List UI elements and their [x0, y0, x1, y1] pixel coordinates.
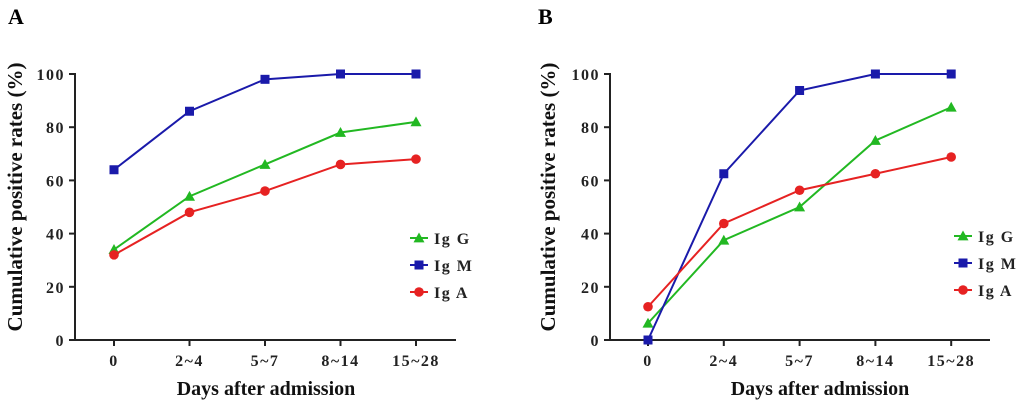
legend-label-iga: Ig A: [978, 283, 1013, 300]
x-tick-label: 0: [109, 353, 119, 370]
y-axis-title: Cumulative positive rates (%): [3, 63, 27, 332]
data-point-igm: [870, 69, 880, 79]
data-point-iga: [109, 250, 119, 260]
y-tick-label: 0: [56, 333, 66, 350]
data-point-igg: [642, 317, 654, 328]
x-tick-label: 2~4: [709, 353, 738, 370]
y-tick-label: 80: [581, 120, 600, 137]
data-point-igm: [643, 335, 653, 345]
x-axis-title: Days after admission: [731, 378, 910, 400]
chart-a: 0 20 40 60 80 100 0 2~4 5~7 8~14 15~28 Days after a…: [3, 63, 473, 400]
data-point-igm: [185, 106, 194, 116]
data-point-igg: [718, 234, 730, 245]
y-tick-label: 60: [581, 173, 600, 190]
y-tick-label: 40: [581, 227, 600, 244]
x-tick-label: 15~28: [392, 353, 440, 370]
data-point-igg: [945, 101, 957, 112]
data-point-igm: [411, 69, 421, 79]
series-line-igm: [113, 73, 416, 171]
series-line-iga: [647, 156, 952, 308]
data-point-iga: [411, 154, 421, 164]
data-point-iga: [643, 301, 653, 312]
data-point-iga: [794, 185, 805, 196]
x-tick-label: 5~7: [785, 353, 814, 370]
legend-label-igm: Ig M: [434, 258, 473, 275]
data-point-igm: [946, 69, 956, 79]
y-axis-title: Cumulative positive rates (%): [536, 63, 560, 332]
series-line-igg: [647, 106, 952, 324]
legend-marker-igg: [413, 232, 425, 243]
legend-label-igg: Ig G: [978, 229, 1015, 246]
data-point-iga: [184, 207, 195, 218]
legend-marker-iga: [414, 287, 424, 297]
data-point-igm: [795, 85, 805, 95]
data-point-igg: [869, 135, 881, 145]
x-tick-label: 5~7: [251, 353, 280, 370]
legend-label-igm: Ig M: [978, 256, 1017, 273]
x-axis-title: Days after admission: [177, 378, 356, 400]
x-tick-label: 0: [643, 353, 653, 370]
y-tick-label: 100: [37, 67, 66, 84]
y-tick-label: 20: [46, 280, 65, 297]
x-tick-label: 15~28: [927, 353, 975, 370]
data-point-igg: [794, 201, 806, 212]
x-tick-label: 2~4: [175, 353, 204, 370]
panel-label-a: A: [8, 4, 24, 29]
data-point-igm: [260, 74, 270, 84]
x-tick-label: 8~14: [321, 353, 359, 370]
y-tick-label: 80: [46, 120, 65, 137]
legend-marker-igm: [958, 258, 968, 268]
data-point-igm: [109, 165, 119, 175]
data-point-iga: [335, 159, 346, 170]
data-point-iga: [719, 218, 729, 229]
y-tick-label: 60: [46, 173, 65, 190]
legend-marker-igm: [414, 260, 424, 270]
legend-label-iga: Ig A: [434, 285, 469, 302]
panel-label-b: B: [538, 4, 553, 29]
y-tick-label: 0: [591, 333, 601, 350]
legend-label-igg: Ig G: [434, 231, 471, 248]
y-tick-label: 100: [572, 67, 601, 84]
data-point-igg: [184, 190, 195, 201]
data-point-iga: [260, 186, 270, 196]
y-tick-label: 20: [581, 280, 600, 297]
data-point-igm: [336, 69, 345, 79]
series-line-iga: [113, 158, 417, 256]
data-point-igm: [719, 169, 729, 179]
data-point-igg: [259, 158, 271, 169]
chart-b: 0 20 40 60 80 100 0 2~4 5~7 8~14 15~28 Days after a…: [536, 63, 1017, 400]
x-tick-label: 8~14: [856, 353, 894, 370]
legend-marker-igg: [957, 230, 969, 241]
data-point-iga: [946, 152, 956, 162]
y-tick-label: 40: [46, 227, 65, 244]
data-point-igg: [335, 127, 346, 137]
data-point-igg: [410, 116, 422, 127]
legend-marker-iga: [958, 285, 968, 295]
data-point-iga: [870, 168, 881, 179]
